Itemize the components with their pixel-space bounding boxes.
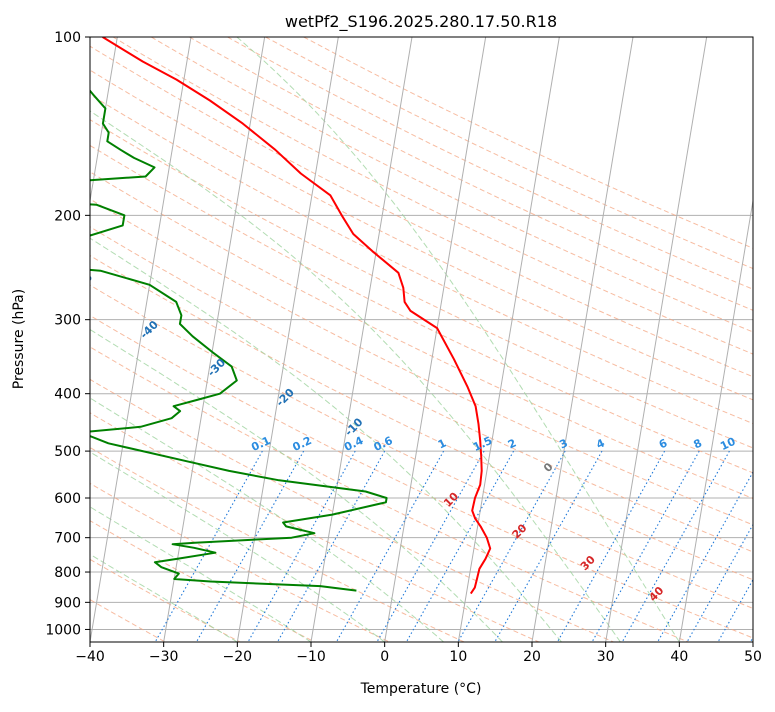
x-tick-label: −30: [149, 649, 179, 665]
y-tick-label: 200: [54, 208, 81, 224]
chart-title: wetPf2_S196.2025.280.17.50.R18: [285, 12, 557, 32]
x-tick-label: 30: [597, 649, 615, 665]
x-tick-label: 50: [744, 649, 762, 665]
y-tick-label: 600: [54, 491, 81, 507]
x-axis-label: Temperature (°C): [360, 681, 482, 697]
y-tick-label: 900: [54, 595, 81, 611]
x-tick-label: −10: [296, 649, 326, 665]
x-tick-label: 0: [380, 649, 389, 665]
x-tick-label: −40: [75, 649, 105, 665]
x-tick-label: 20: [523, 649, 541, 665]
y-tick-label: 700: [54, 531, 81, 547]
y-tick-label: 500: [54, 444, 81, 460]
y-tick-label: 300: [54, 313, 81, 329]
y-axis-label: Pressure (hPa): [11, 289, 27, 389]
x-tick-label: −20: [223, 649, 253, 665]
y-tick-label: 1000: [45, 622, 81, 638]
x-tick-label: 10: [449, 649, 467, 665]
y-tick-label: 800: [54, 565, 81, 581]
y-tick-label: 100: [54, 30, 81, 46]
y-tick-label: 400: [54, 387, 81, 403]
x-tick-label: 40: [670, 649, 688, 665]
